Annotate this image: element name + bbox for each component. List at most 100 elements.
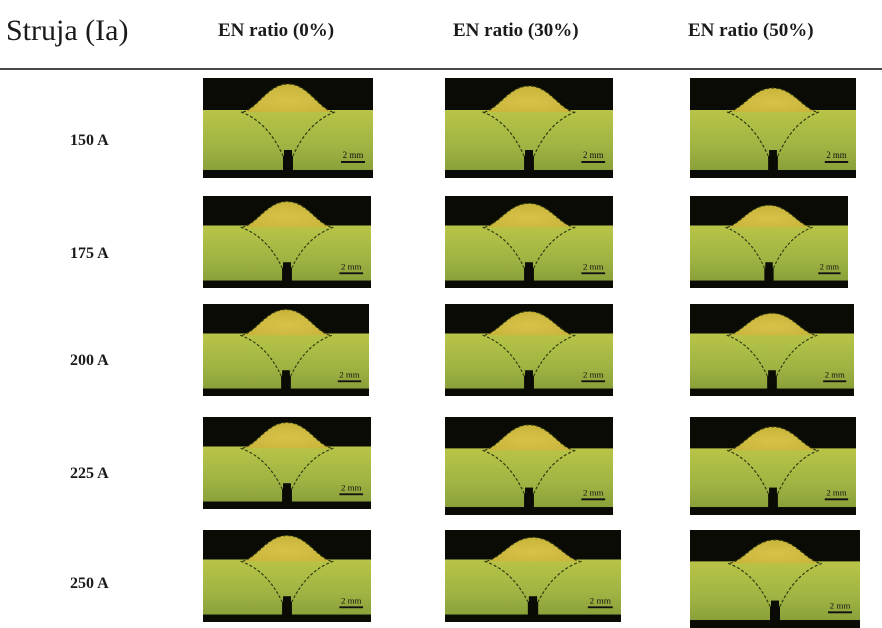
micrograph-bottom-edge (690, 170, 856, 178)
weld-micrograph: 2 mm (203, 304, 369, 396)
scale-bar-label: 2 mm (583, 262, 604, 272)
scale-bar (339, 493, 363, 495)
weld-micrograph: 2 mm (203, 417, 371, 509)
root-gap (765, 262, 772, 280)
root-gap (283, 596, 291, 614)
micrograph-bottom-edge (690, 389, 854, 396)
micrograph-bottom-edge (203, 389, 369, 396)
micrograph-bottom-edge (203, 615, 371, 622)
scale-bar-label: 2 mm (820, 263, 840, 272)
scale-bar (581, 161, 605, 163)
scale-bar-label: 2 mm (343, 150, 364, 160)
weld-micrograph: 2 mm (445, 78, 613, 178)
weld-cross-section-image: 2 mm (445, 530, 621, 622)
micrograph-bottom-edge (445, 507, 613, 515)
root-gap (769, 488, 777, 508)
row-label-200: 200 A (70, 352, 109, 370)
scale-bar (823, 380, 846, 382)
weld-micrograph: 2 mm (445, 417, 613, 515)
scale-bar-label: 2 mm (826, 150, 846, 160)
micrograph-bottom-edge (445, 389, 613, 396)
weld-micrograph: 2 mm (690, 417, 856, 515)
scale-bar (581, 498, 605, 500)
root-gap (769, 150, 777, 170)
scale-bar-label: 2 mm (826, 487, 846, 497)
scale-bar (825, 161, 848, 163)
weld-micrograph: 2 mm (445, 196, 613, 288)
scale-bar (581, 380, 605, 382)
weld-cross-section-image: 2 mm (690, 304, 854, 396)
scale-bar-label: 2 mm (341, 262, 362, 272)
scale-bar-label: 2 mm (341, 596, 362, 606)
weld-cross-section-image: 2 mm (203, 417, 371, 509)
weld-cross-section-image: 2 mm (690, 78, 856, 178)
column-header-en-50: EN ratio (50%) (688, 20, 814, 42)
row-label-175: 175 A (70, 245, 109, 263)
weld-micrograph: 2 mm (203, 196, 371, 288)
root-gap (284, 150, 292, 170)
scale-bar (825, 498, 848, 500)
root-gap (283, 483, 291, 501)
micrograph-bottom-edge (203, 170, 373, 178)
weld-cross-section-image: 2 mm (445, 417, 613, 515)
root-gap (525, 488, 533, 508)
scale-bar-label: 2 mm (590, 596, 612, 605)
root-gap (525, 370, 533, 388)
row-label-150: 150 A (70, 132, 109, 150)
root-gap (525, 262, 533, 280)
scale-bar (339, 272, 363, 274)
scale-bar-label: 2 mm (341, 483, 362, 493)
scale-bar-label: 2 mm (830, 600, 851, 610)
weld-micrograph: 2 mm (203, 78, 373, 178)
root-gap (771, 601, 779, 621)
micrograph-bottom-edge (203, 281, 371, 288)
scale-bar (338, 380, 361, 382)
weld-micrograph: 2 mm (690, 78, 856, 178)
weld-cross-section-image: 2 mm (690, 417, 856, 515)
scale-bar-label: 2 mm (583, 487, 604, 497)
column-header-en-30: EN ratio (30%) (453, 20, 579, 42)
weld-cross-section-image: 2 mm (445, 78, 613, 178)
scale-bar-label: 2 mm (583, 370, 604, 380)
scale-bar (581, 272, 605, 274)
scale-bar-label: 2 mm (583, 150, 604, 160)
root-gap (525, 150, 533, 170)
weld-micrograph: 2 mm (445, 304, 613, 396)
micrograph-bottom-edge (690, 507, 856, 515)
weld-cross-section-image: 2 mm (445, 196, 613, 288)
row-header: Struja (Ia) (6, 14, 128, 48)
weld-micrograph: 2 mm (690, 304, 854, 396)
column-header-en-0: EN ratio (0%) (218, 20, 334, 42)
weld-cross-section-image: 2 mm (690, 196, 848, 288)
row-label-225: 225 A (70, 465, 109, 483)
micrograph-bottom-edge (203, 502, 371, 509)
scale-bar (828, 611, 852, 613)
micrograph-bottom-edge (690, 281, 848, 288)
scale-bar (339, 606, 363, 608)
weld-cross-section-image: 2 mm (445, 304, 613, 396)
root-gap (283, 262, 291, 280)
micrograph-bottom-edge (445, 281, 613, 288)
micrograph-bottom-edge (445, 615, 621, 622)
weld-micrograph: 2 mm (445, 530, 621, 622)
row-label-250: 250 A (70, 575, 109, 593)
root-gap (768, 370, 776, 388)
weld-cross-section-image: 2 mm (690, 530, 860, 628)
weld-cross-section-image: 2 mm (203, 78, 373, 178)
micrograph-bottom-edge (445, 170, 613, 178)
scale-bar-label: 2 mm (339, 370, 360, 380)
scale-bar-label: 2 mm (825, 370, 845, 380)
micrograph-bottom-edge (690, 620, 860, 628)
weld-cross-section-image: 2 mm (203, 196, 371, 288)
weld-cross-section-image: 2 mm (203, 530, 371, 622)
scale-bar (588, 606, 613, 608)
weld-cross-section-image: 2 mm (203, 304, 369, 396)
scale-bar (818, 272, 840, 274)
weld-micrograph: 2 mm (203, 530, 371, 622)
root-gap (282, 370, 290, 388)
header-rule (0, 68, 882, 70)
root-gap (529, 596, 537, 614)
scale-bar (341, 161, 365, 163)
weld-micrograph: 2 mm (690, 196, 848, 288)
weld-micrograph: 2 mm (690, 530, 860, 628)
